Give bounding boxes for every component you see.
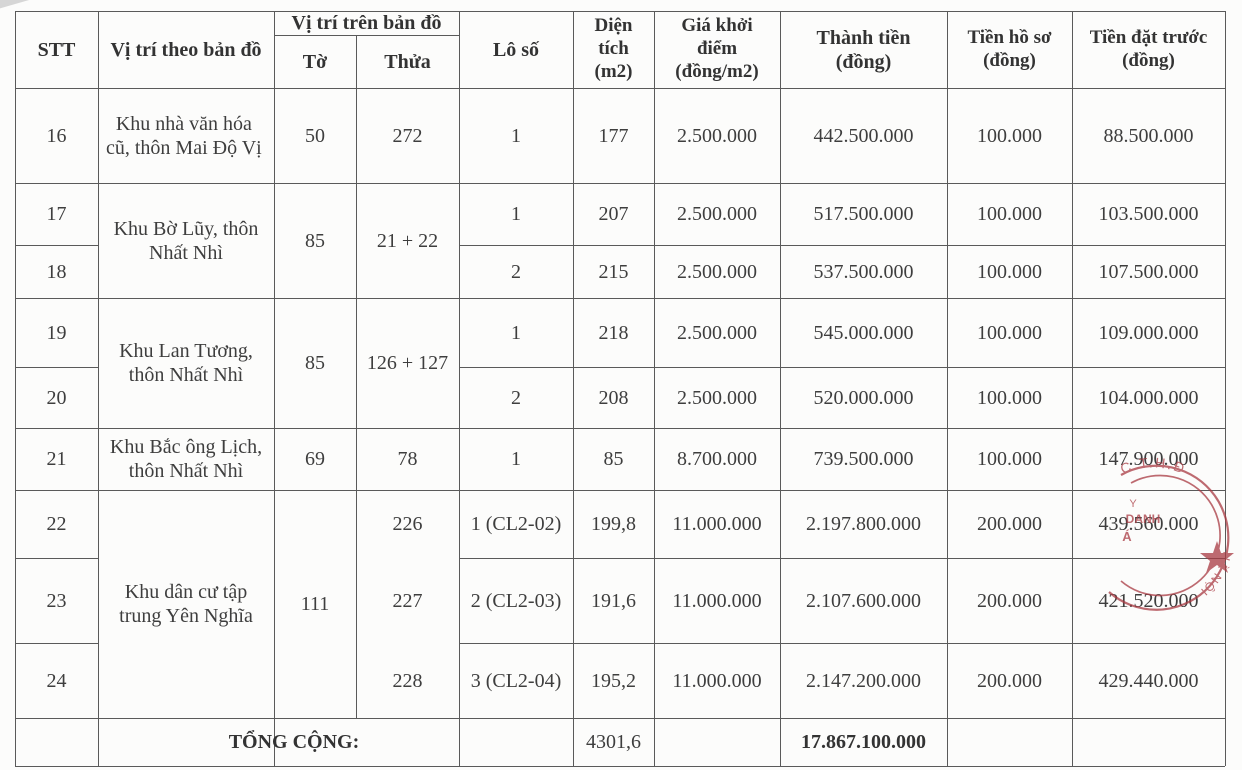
svg-text:C.T.H.Đ: C.T.H.Đ xyxy=(1118,454,1189,477)
svg-text:Á: Á xyxy=(1122,529,1132,544)
svg-text:Y: Y xyxy=(1129,498,1137,510)
svg-text:DANH: DANH xyxy=(1126,512,1161,526)
